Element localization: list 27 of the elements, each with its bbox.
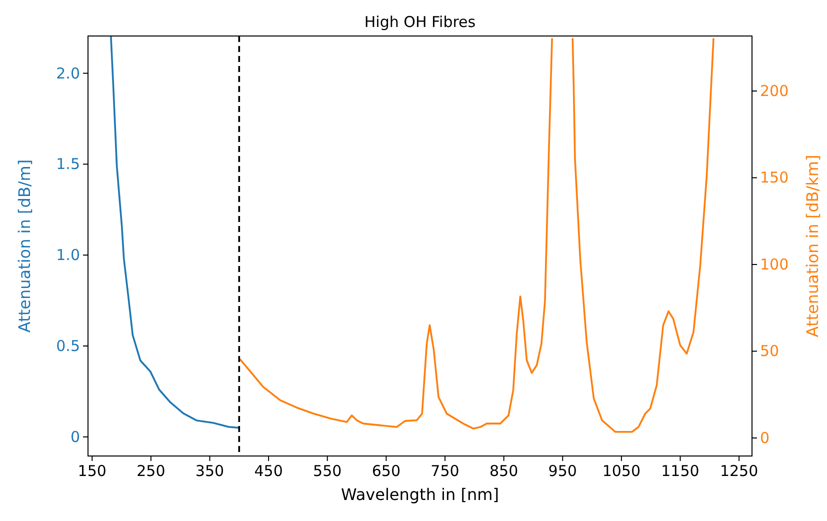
x-tick-label: 750 [430,462,460,480]
x-tick-label: 150 [78,462,106,480]
y2-tick-label: 0 [760,428,770,447]
x-tick-label: 1250 [720,462,758,480]
x-tick-label: 550 [313,462,342,480]
y2-tick-label: 100 [760,255,789,274]
y-tick-label: 0.5 [56,337,80,355]
x-axis-title: Wavelength in [nm] [341,485,499,504]
x-tick-label: 250 [136,462,166,480]
line-series [110,36,240,429]
y-axis-title: Attenuation in [dB/m] [15,159,34,333]
x-tick-label: 450 [254,462,283,480]
y2-tick-label: 200 [760,82,789,100]
y-tick-label: 1.0 [56,246,80,264]
chart-title: High OH Fibres [364,13,476,31]
x-tick-label: 650 [372,462,401,480]
y2-axis-title: Attenuation in [dB/km] [803,154,822,338]
y2-tick-label: 150 [760,168,789,187]
y2-tick-label: 50 [760,342,780,360]
x-tick-label: 1050 [602,462,641,480]
x-tick-label: 850 [489,462,518,480]
x-tick-label: 1150 [661,462,700,480]
x-tick-label: 950 [548,462,577,480]
x-tick-label: 350 [195,462,224,480]
y-tick-label: 1.5 [56,155,80,174]
y-tick-label: 0 [70,428,80,446]
y-tick-label: 2.0 [56,64,80,82]
